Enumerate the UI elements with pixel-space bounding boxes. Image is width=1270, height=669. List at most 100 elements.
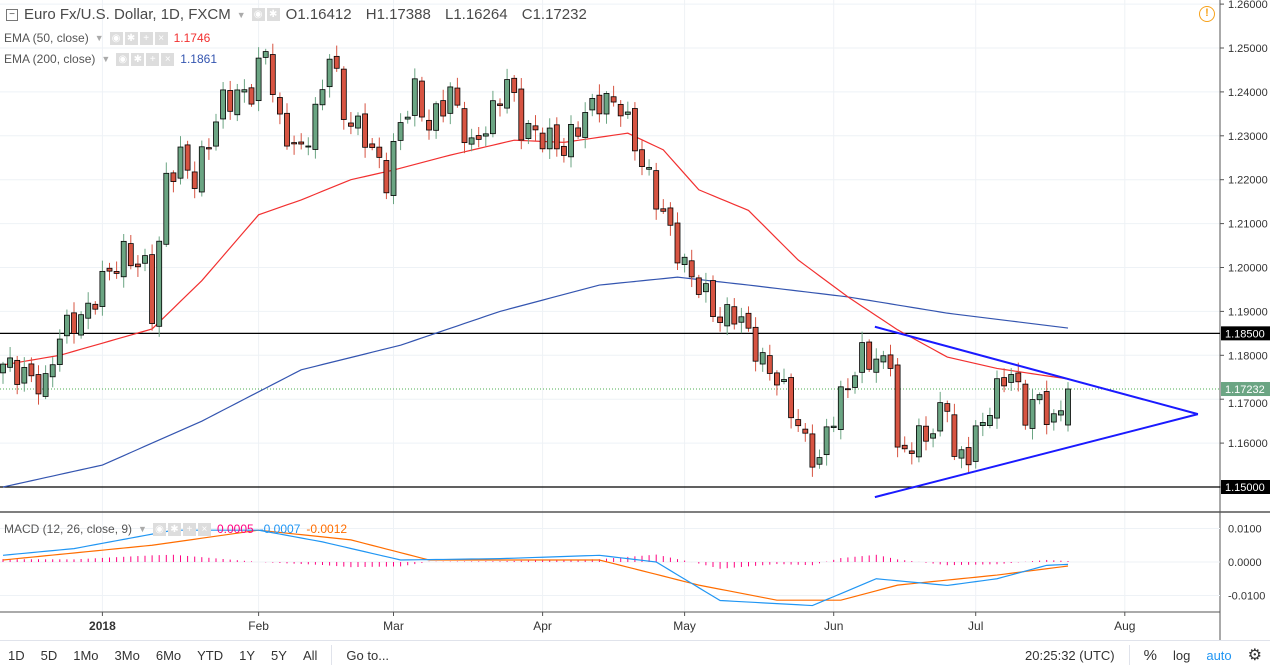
eye-icon[interactable]: ◉ bbox=[152, 522, 166, 536]
macd-legend: MACD (12, 26, close, 9) ▼ ◉ ✱ + × 0.0005 -0.… bbox=[4, 522, 347, 536]
candle-down bbox=[418, 80, 425, 118]
candle-down bbox=[134, 263, 141, 268]
candle-down bbox=[596, 94, 603, 115]
log-toggle[interactable]: log bbox=[1172, 647, 1191, 663]
plus-icon[interactable]: + bbox=[182, 522, 196, 536]
ema200-label[interactable]: EMA (200, close) bbox=[4, 52, 96, 66]
price-chart[interactable]: 1.26000 1.25000 1.24000 1.23000 1.22000 1.210… bbox=[0, 0, 1270, 640]
candle-up bbox=[1008, 374, 1015, 383]
candle-down bbox=[908, 450, 915, 454]
goto-button[interactable]: Go to... bbox=[346, 647, 390, 663]
candle-down bbox=[660, 208, 667, 212]
candle-up bbox=[241, 89, 248, 93]
candle-up bbox=[142, 255, 148, 264]
candle-down bbox=[632, 108, 638, 152]
candle-up bbox=[681, 256, 688, 265]
settings-gear-icon[interactable]: ⚙ bbox=[1247, 647, 1262, 664]
ema50-label[interactable]: EMA (50, close) bbox=[4, 31, 89, 45]
range-1d[interactable]: 1D bbox=[8, 647, 25, 663]
chevron-down-icon[interactable]: ▼ bbox=[138, 524, 147, 534]
range-1mo[interactable]: 1Mo bbox=[73, 647, 99, 663]
candle-down bbox=[944, 403, 951, 412]
price-tick-label: 1.26000 bbox=[1228, 0, 1268, 11]
candle-down bbox=[610, 96, 617, 103]
candle-up bbox=[1065, 388, 1071, 426]
ema50-line bbox=[2, 132, 1069, 380]
candle-down bbox=[518, 88, 525, 141]
plus-icon[interactable]: + bbox=[146, 52, 160, 66]
candle-up bbox=[156, 240, 163, 327]
candle-down bbox=[695, 277, 702, 295]
candle-up bbox=[198, 146, 205, 193]
candle-up bbox=[979, 422, 986, 426]
candle-down bbox=[113, 271, 120, 274]
time-tick-label: Jul bbox=[968, 619, 983, 633]
ema200-value: 1.1861 bbox=[180, 52, 217, 66]
candle-up bbox=[937, 402, 944, 432]
close-icon[interactable]: × bbox=[161, 52, 175, 66]
triangle-trendline bbox=[874, 413, 1199, 499]
candle-down bbox=[710, 280, 716, 317]
time-tick-label: Aug bbox=[1114, 619, 1135, 633]
price-tick-label: 1.25000 bbox=[1228, 43, 1268, 55]
candle-up bbox=[823, 426, 830, 456]
symbol-title[interactable]: Euro Fx/U.S. Dollar, 1D, FXCM bbox=[24, 6, 231, 23]
candle-down bbox=[284, 112, 290, 147]
gear-icon[interactable]: ✱ bbox=[124, 31, 138, 45]
candle-down bbox=[653, 170, 660, 210]
auto-toggle[interactable]: auto bbox=[1206, 647, 1232, 663]
chevron-down-icon[interactable]: ▼ bbox=[101, 54, 111, 64]
price-label: 1.18500 bbox=[1225, 328, 1265, 340]
price-tick-label: 1.17000 bbox=[1228, 398, 1268, 410]
chevron-down-icon[interactable]: ▼ bbox=[236, 9, 246, 20]
candle-up bbox=[994, 378, 1000, 419]
range-3mo[interactable]: 3Mo bbox=[114, 647, 140, 663]
candle-up bbox=[759, 352, 766, 365]
eye-icon[interactable]: ◉ bbox=[116, 52, 130, 66]
percent-toggle[interactable]: % bbox=[1143, 646, 1157, 664]
range-1y[interactable]: 1Y bbox=[239, 647, 256, 663]
range-ytd[interactable]: YTD bbox=[197, 647, 224, 663]
candle-down bbox=[28, 363, 35, 377]
candle-down bbox=[333, 55, 340, 69]
price-tick-label: 1.21000 bbox=[1228, 219, 1268, 231]
clock-display[interactable]: 20:25:32 (UTC) bbox=[1025, 647, 1115, 663]
collapse-icon[interactable]: − bbox=[6, 8, 18, 21]
candle-down bbox=[1015, 372, 1022, 383]
plus-icon[interactable]: + bbox=[139, 31, 153, 45]
time-tick-label: Feb bbox=[248, 619, 269, 633]
candle-down bbox=[965, 447, 972, 466]
range-5d[interactable]: 5D bbox=[40, 647, 58, 663]
low-label: L bbox=[444, 6, 454, 23]
candle-down bbox=[1001, 377, 1007, 387]
candle-down bbox=[752, 326, 759, 362]
candle-up bbox=[489, 100, 496, 135]
candle-down bbox=[454, 87, 461, 106]
gear-icon[interactable]: ✱ bbox=[167, 522, 181, 536]
chevron-down-icon[interactable]: ▼ bbox=[94, 33, 104, 43]
close-icon[interactable]: × bbox=[197, 522, 211, 536]
candle-down bbox=[276, 97, 283, 115]
gear-icon[interactable]: ✱ bbox=[266, 8, 280, 21]
alert-icon[interactable]: ! bbox=[1199, 6, 1215, 22]
eye-icon[interactable]: ◉ bbox=[251, 8, 265, 21]
macd-label[interactable]: MACD (12, 26, close, 9) bbox=[4, 522, 133, 536]
candle-up bbox=[49, 364, 56, 378]
candle-down bbox=[511, 77, 518, 93]
candle-up bbox=[447, 86, 454, 114]
candle-down bbox=[71, 312, 77, 334]
candle-down bbox=[440, 100, 447, 117]
range-6mo[interactable]: 6Mo bbox=[155, 647, 182, 663]
close-icon[interactable]: × bbox=[154, 31, 168, 45]
range-all[interactable]: All bbox=[302, 647, 318, 663]
ohlc-values: O1.16412 H1.17388 L1.16264 C1.17232 bbox=[286, 6, 597, 23]
candle-up bbox=[56, 338, 63, 365]
candle-up bbox=[177, 146, 184, 179]
candle-down bbox=[475, 135, 482, 140]
candle-down bbox=[866, 341, 873, 370]
eye-icon[interactable]: ◉ bbox=[109, 31, 123, 45]
candle-up bbox=[234, 89, 241, 116]
range-5y[interactable]: 5Y bbox=[271, 647, 287, 663]
candle-down bbox=[894, 364, 901, 448]
gear-icon[interactable]: ✱ bbox=[131, 52, 145, 66]
